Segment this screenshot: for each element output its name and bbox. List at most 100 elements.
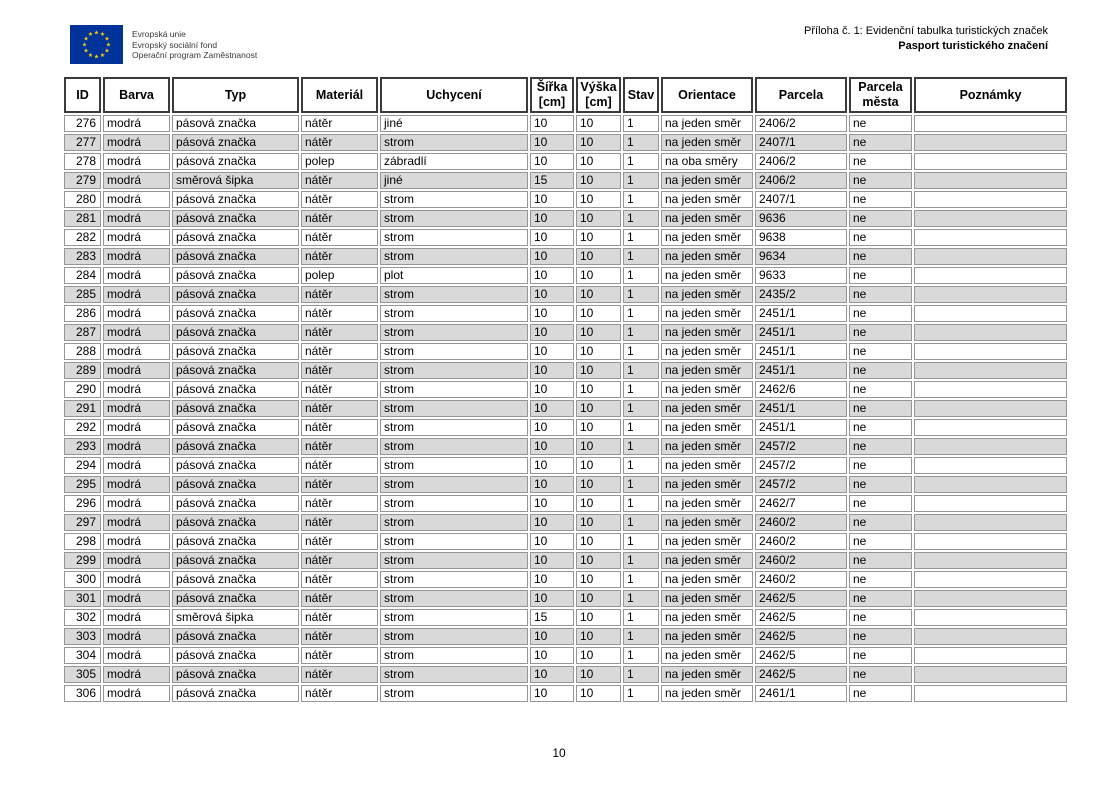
cell-sirka: 10 [530,248,574,265]
cell-id: 277 [64,134,101,151]
cell-typ: pásová značka [172,685,299,702]
cell-material: nátěr [301,115,378,132]
cell-parcela_mesta: ne [849,172,912,189]
cell-orientace: na jeden směr [661,476,753,493]
cell-material: nátěr [301,419,378,436]
page-number: 10 [552,746,566,760]
cell-sirka: 10 [530,685,574,702]
svg-text:★: ★ [88,31,93,38]
cell-vyska: 10 [576,495,621,512]
cell-orientace: na oba směry [661,153,753,170]
cell-parcela_mesta: ne [849,229,912,246]
cell-sirka: 10 [530,647,574,664]
cell-id: 280 [64,191,101,208]
cell-typ: pásová značka [172,571,299,588]
cell-poznamky [914,210,1067,227]
cell-stav: 1 [623,685,659,702]
header-cell-uchyceni: Uchycení [380,77,528,113]
cell-typ: pásová značka [172,248,299,265]
cell-id: 300 [64,571,101,588]
table-row: 295 modrá pásová značka nátěr strom 10 10 1 na j… [64,476,1067,493]
table-row: 302 modrá směrová šipka nátěr strom 15 10 1 na j… [64,609,1067,626]
cell-id: 301 [64,590,101,607]
cell-stav: 1 [623,172,659,189]
cell-sirka: 10 [530,267,574,284]
cell-parcela: 2462/5 [755,590,847,607]
cell-uchyceni: strom [380,324,528,341]
cell-parcela_mesta: ne [849,647,912,664]
table-row: 283 modrá pásová značka nátěr strom 10 10 1 na j… [64,248,1067,265]
cell-typ: pásová značka [172,305,299,322]
cell-poznamky [914,400,1067,417]
cell-stav: 1 [623,514,659,531]
cell-vyska: 10 [576,457,621,474]
cell-orientace: na jeden směr [661,552,753,569]
header-cell-material: Materiál [301,77,378,113]
cell-parcela_mesta: ne [849,267,912,284]
cell-parcela: 2462/5 [755,628,847,645]
cell-id: 282 [64,229,101,246]
cell-id: 304 [64,647,101,664]
table-row: 304 modrá pásová značka nátěr strom 10 10 1 na j… [64,647,1067,664]
svg-text:★: ★ [100,31,105,38]
cell-parcela: 9634 [755,248,847,265]
cell-orientace: na jeden směr [661,495,753,512]
cell-stav: 1 [623,210,659,227]
document-header: Příloha č. 1: Evidenční tabulka turistic… [804,24,1048,54]
cell-parcela: 2460/2 [755,571,847,588]
cell-uchyceni: strom [380,685,528,702]
cell-stav: 1 [623,552,659,569]
cell-typ: směrová šipka [172,172,299,189]
cell-vyska: 10 [576,191,621,208]
cell-parcela_mesta: ne [849,115,912,132]
cell-barva: modrá [103,609,170,626]
cell-parcela: 2451/1 [755,400,847,417]
cell-typ: směrová šipka [172,609,299,626]
table-row: 303 modrá pásová značka nátěr strom 10 10 1 na j… [64,628,1067,645]
cell-sirka: 10 [530,191,574,208]
cell-stav: 1 [623,438,659,455]
cell-orientace: na jeden směr [661,533,753,550]
cell-material: nátěr [301,571,378,588]
cell-typ: pásová značka [172,381,299,398]
cell-uchyceni: strom [380,533,528,550]
cell-poznamky [914,381,1067,398]
cell-parcela: 2457/2 [755,457,847,474]
cell-parcela_mesta: ne [849,343,912,360]
cell-parcela: 9638 [755,229,847,246]
cell-id: 305 [64,666,101,683]
cell-id: 298 [64,533,101,550]
cell-vyska: 10 [576,590,621,607]
cell-parcela_mesta: ne [849,609,912,626]
cell-orientace: na jeden směr [661,438,753,455]
cell-material: nátěr [301,343,378,360]
cell-poznamky [914,666,1067,683]
cell-id: 288 [64,343,101,360]
cell-parcela_mesta: ne [849,628,912,645]
cell-barva: modrá [103,248,170,265]
cell-poznamky [914,628,1067,645]
cell-parcela_mesta: ne [849,134,912,151]
cell-vyska: 10 [576,552,621,569]
cell-sirka: 10 [530,628,574,645]
header-cell-stav: Stav [623,77,659,113]
cell-stav: 1 [623,343,659,360]
cell-barva: modrá [103,172,170,189]
cell-barva: modrá [103,267,170,284]
cell-material: nátěr [301,495,378,512]
eu-logo-line2: Evropský sociální fond [132,39,218,50]
cell-parcela: 2435/2 [755,286,847,303]
cell-id: 293 [64,438,101,455]
cell-poznamky [914,476,1067,493]
cell-vyska: 10 [576,438,621,455]
cell-uchyceni: strom [380,552,528,569]
cell-sirka: 10 [530,666,574,683]
cell-material: nátěr [301,628,378,645]
cell-material: nátěr [301,229,378,246]
cell-id: 295 [64,476,101,493]
cell-poznamky [914,134,1067,151]
cell-parcela_mesta: ne [849,362,912,379]
cell-sirka: 10 [530,134,574,151]
eu-logo-line3: Operační program Zaměstnanost [132,50,258,60]
cell-stav: 1 [623,400,659,417]
